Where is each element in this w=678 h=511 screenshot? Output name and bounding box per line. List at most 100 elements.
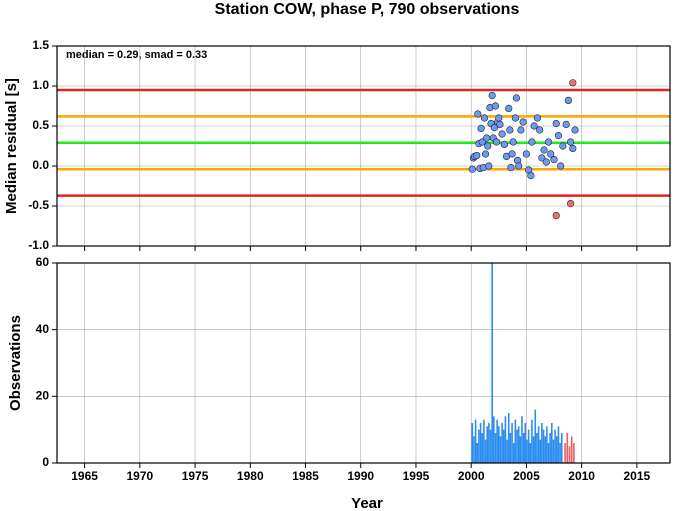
bar	[519, 436, 522, 463]
point	[569, 144, 577, 152]
point	[527, 172, 535, 180]
bar	[521, 416, 523, 463]
point	[522, 150, 531, 158]
point	[571, 126, 579, 134]
point	[495, 114, 503, 122]
point	[519, 118, 527, 126]
point	[536, 126, 544, 134]
bar	[493, 416, 495, 463]
point	[496, 120, 504, 128]
y-axis-label: Observations	[7, 315, 24, 411]
bar	[483, 419, 485, 463]
point	[554, 132, 563, 140]
bar	[542, 429, 545, 463]
point	[562, 120, 570, 128]
point	[473, 152, 481, 160]
bar	[499, 436, 502, 463]
y-tick-label: 0.0	[32, 158, 49, 172]
point	[468, 165, 476, 173]
bar	[511, 423, 513, 463]
point	[530, 122, 538, 130]
x-tick-label: 2010	[568, 469, 595, 483]
bar	[504, 416, 507, 463]
bar	[491, 263, 493, 463]
point	[509, 138, 517, 146]
bar	[473, 436, 475, 463]
x-tick-label: 1995	[403, 469, 430, 483]
bar	[532, 436, 535, 463]
bar	[549, 433, 551, 463]
y-tick-label: 0.5	[32, 118, 49, 132]
y-axis-label: Median residual [s]	[3, 78, 20, 214]
bar	[471, 423, 474, 463]
bar	[554, 429, 556, 463]
point	[490, 123, 498, 132]
x-tick-label: 1980	[237, 469, 264, 483]
point	[506, 126, 514, 134]
bar	[512, 443, 515, 463]
bar	[501, 423, 503, 463]
point	[552, 119, 560, 128]
point	[544, 138, 553, 146]
bar	[560, 433, 563, 463]
plot-frame	[56, 45, 671, 247]
point	[511, 114, 519, 122]
point	[540, 146, 548, 154]
bar	[474, 419, 477, 463]
point	[564, 96, 572, 104]
bar	[551, 423, 553, 463]
bar	[552, 439, 555, 463]
point	[512, 94, 521, 102]
annotation: median = 0.29, smad = 0.33	[66, 49, 207, 61]
x-tick-label: 1975	[182, 469, 209, 483]
y-tick-label: 40	[36, 322, 50, 336]
y-tick-label: 20	[36, 389, 50, 403]
point	[508, 150, 516, 158]
point	[481, 150, 490, 158]
point	[559, 142, 567, 150]
bar	[559, 443, 561, 463]
y-tick-label: 1.5	[32, 38, 49, 52]
point	[491, 102, 500, 110]
bar	[536, 433, 538, 463]
point	[550, 156, 558, 164]
bar	[544, 436, 546, 463]
point	[566, 138, 575, 146]
point	[557, 162, 565, 170]
bar	[546, 426, 548, 463]
point	[484, 142, 492, 150]
y-tick-label: 1.0	[32, 78, 49, 92]
point	[507, 164, 515, 172]
y-tick-label: -0.5	[28, 198, 49, 212]
bar	[502, 429, 505, 463]
bar	[484, 439, 487, 463]
bar	[516, 429, 518, 463]
bar	[506, 439, 508, 463]
bar	[564, 443, 566, 463]
bar	[534, 409, 537, 463]
point	[517, 126, 525, 134]
bar	[541, 423, 543, 463]
point	[538, 154, 546, 162]
bar	[557, 426, 560, 463]
point	[528, 138, 536, 146]
point	[569, 79, 577, 87]
bar	[529, 443, 532, 463]
point	[477, 124, 485, 132]
x-tick-label: 1985	[292, 469, 319, 483]
bar	[573, 443, 575, 463]
bar	[509, 433, 512, 463]
point	[478, 138, 486, 146]
bar	[570, 436, 573, 463]
bar	[522, 433, 525, 463]
x-tick-label: 2015	[624, 469, 651, 483]
x-tick-label: 1965	[71, 469, 98, 483]
point	[515, 162, 523, 170]
bar	[498, 426, 500, 463]
bar	[476, 443, 479, 463]
x-tick-label: 1990	[347, 469, 374, 483]
x-tick-label: 2000	[458, 469, 485, 483]
point	[498, 130, 506, 138]
bar	[527, 429, 530, 463]
